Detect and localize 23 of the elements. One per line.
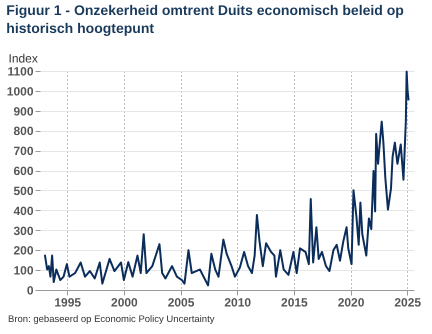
y-tick-label: 900 — [13, 104, 34, 118]
y-tick-label: 1000 — [6, 84, 34, 98]
x-tick-label: 1995 — [54, 296, 82, 310]
x-tick-label: 2000 — [111, 296, 138, 310]
y-tick-label: 700 — [13, 144, 34, 158]
x-tick-label: 2010 — [224, 296, 252, 310]
y-tick-label: 1100 — [7, 64, 34, 78]
y-tick-label: 200 — [13, 244, 34, 258]
y-tick-label: 600 — [13, 164, 34, 178]
x-tick-label: 2020 — [338, 296, 365, 310]
y-tick-label: 100 — [13, 264, 34, 278]
x-tick-label: 2005 — [168, 296, 195, 310]
y-tick-label: 800 — [13, 124, 34, 138]
chart-title: Figuur 1 - Onzekerheid omtrent Duits economisch beleid op historisch hoogtepunt — [6, 2, 404, 36]
y-tick-label: 300 — [13, 224, 34, 238]
y-tick-label: 500 — [13, 184, 34, 198]
y-tick-label: 0 — [26, 284, 34, 298]
x-tick-label: 2025 — [394, 296, 422, 310]
y-tick-label: 400 — [13, 204, 34, 218]
line-series — [44, 70, 410, 286]
x-tick-label: 2015 — [281, 296, 308, 310]
text: Bron: gebaseerd op Economic Policy Uncertainty — [8, 314, 216, 325]
y-axis-title: Index — [8, 52, 38, 66]
